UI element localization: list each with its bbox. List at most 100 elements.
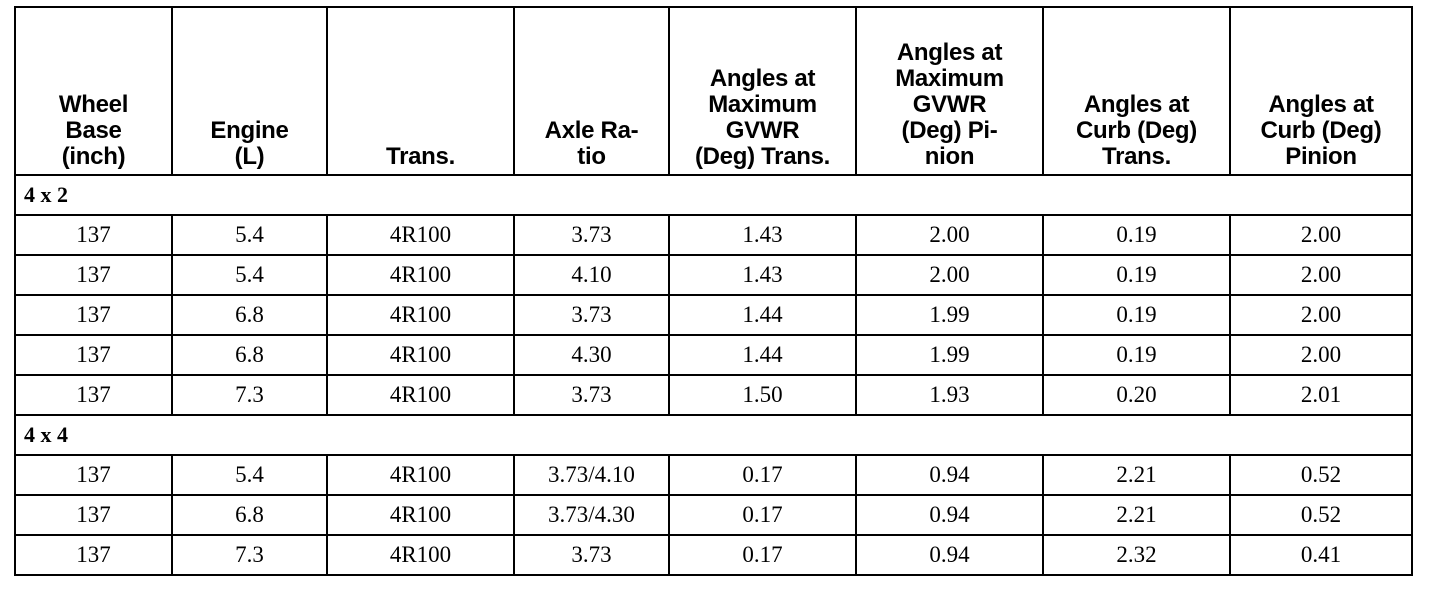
- curb-trans-angle-cell: 0.19: [1042, 334, 1231, 376]
- header-line: Curb (Deg): [1076, 117, 1197, 144]
- table-body: 4 x 2 137 5.4 4R100 3.73 1.43 2.00 0.19 2.00 137 5…: [14, 174, 1413, 576]
- table-row: 137 5.4 4R100 3.73 1.43 2.00 0.19 2.00: [14, 214, 1413, 256]
- max-gvwr-trans-angle-cell: 0.17: [668, 494, 857, 536]
- engine-header: Engine (L): [171, 6, 328, 176]
- max-gvwr-trans-angle-cell: 0.17: [668, 454, 857, 496]
- wheel-base-cell: 137: [14, 254, 173, 296]
- table-row: 137 6.8 4R100 4.30 1.44 1.99 0.19 2.00: [14, 334, 1413, 376]
- curb-pinion-angle-cell: 2.00: [1229, 254, 1413, 296]
- trans-header: Trans.: [326, 6, 515, 176]
- trans-cell: 4R100: [326, 254, 515, 296]
- curb-trans-angle-cell: 0.19: [1042, 254, 1231, 296]
- group-row: 4 x 2: [14, 174, 1413, 216]
- axle-ratio-cell: 3.73: [513, 214, 670, 256]
- max-gvwr-trans-angle-cell: 1.44: [668, 334, 857, 376]
- header-line: Maximum: [708, 91, 817, 118]
- max-gvwr-pinion-angle-cell: 0.94: [855, 494, 1044, 536]
- axle-ratio-cell: 3.73: [513, 534, 670, 576]
- table-row: 137 5.4 4R100 4.10 1.43 2.00 0.19 2.00: [14, 254, 1413, 296]
- wheel-base-cell: 137: [14, 294, 173, 336]
- curb-trans-angle-cell: 2.21: [1042, 494, 1231, 536]
- header-line: Engine: [210, 117, 289, 144]
- header-line: Wheel: [58, 91, 129, 118]
- angles-curb-trans-header: Angles at Curb (Deg) Trans.: [1042, 6, 1231, 176]
- header-line: (L): [234, 143, 265, 170]
- header-line: Angles at: [1268, 91, 1374, 118]
- trans-cell: 4R100: [326, 494, 515, 536]
- engine-cell: 7.3: [171, 374, 328, 416]
- angles-max-gvwr-pinion-header: Angles at Maximum GVWR (Deg) Pi-nion: [855, 6, 1044, 176]
- header-line: Maximum: [895, 65, 1004, 92]
- max-gvwr-trans-angle-cell: 0.17: [668, 534, 857, 576]
- curb-trans-angle-cell: 2.21: [1042, 454, 1231, 496]
- axle-ratio-cell: 3.73/4.30: [513, 494, 670, 536]
- max-gvwr-pinion-angle-cell: 1.99: [855, 294, 1044, 336]
- curb-pinion-angle-cell: 2.00: [1229, 294, 1413, 336]
- engine-cell: 6.8: [171, 294, 328, 336]
- engine-cell: 5.4: [171, 254, 328, 296]
- table-row: 137 6.8 4R100 3.73 1.44 1.99 0.19 2.00: [14, 294, 1413, 336]
- curb-pinion-angle-cell: 0.52: [1229, 494, 1413, 536]
- axle-ratio-cell: 4.30: [513, 334, 670, 376]
- header-line: Pinion: [1285, 143, 1357, 170]
- curb-pinion-angle-cell: 2.00: [1229, 334, 1413, 376]
- curb-pinion-angle-cell: 2.01: [1229, 374, 1413, 416]
- wheel-base-cell: 137: [14, 494, 173, 536]
- curb-trans-angle-cell: 2.32: [1042, 534, 1231, 576]
- curb-trans-angle-cell: 0.20: [1042, 374, 1231, 416]
- trans-cell: 4R100: [326, 334, 515, 376]
- header-line: Angles at: [1083, 91, 1190, 118]
- max-gvwr-trans-angle-cell: 1.44: [668, 294, 857, 336]
- axle-ratio-cell: 3.73/4.10: [513, 454, 670, 496]
- wheel-base-cell: 137: [14, 334, 173, 376]
- header-line: Trans.: [386, 143, 455, 170]
- axle-ratio-cell: 4.10: [513, 254, 670, 296]
- table-row: 137 7.3 4R100 3.73 1.50 1.93 0.20 2.01: [14, 374, 1413, 416]
- max-gvwr-pinion-angle-cell: 1.93: [855, 374, 1044, 416]
- header-line: Trans.: [1102, 143, 1171, 170]
- max-gvwr-pinion-angle-cell: 2.00: [855, 254, 1044, 296]
- header-line: GVWR: [912, 91, 987, 118]
- axle-ratio-cell: 3.73: [513, 374, 670, 416]
- driveshaft-angle-table: Wheel Base (inch) Engine (L) Trans. Axle Ra-ti…: [14, 6, 1413, 576]
- header-line: Angles at: [896, 39, 1003, 66]
- trans-cell: 4R100: [326, 534, 515, 576]
- engine-cell: 7.3: [171, 534, 328, 576]
- axle-ratio-cell: 3.73: [513, 294, 670, 336]
- table-header: Wheel Base (inch) Engine (L) Trans. Axle Ra-ti…: [14, 6, 1413, 176]
- header-line: Axle Ra-: [544, 117, 639, 144]
- curb-pinion-angle-cell: 2.00: [1229, 214, 1413, 256]
- max-gvwr-trans-angle-cell: 1.43: [668, 214, 857, 256]
- table-row: 137 7.3 4R100 3.73 0.17 0.94 2.32 0.41: [14, 534, 1413, 576]
- angles-max-gvwr-trans-header: Angles at Maximum GVWR (Deg) Trans.: [668, 6, 857, 176]
- wheel-base-cell: 137: [14, 374, 173, 416]
- curb-trans-angle-cell: 0.19: [1042, 214, 1231, 256]
- max-gvwr-trans-angle-cell: 1.50: [668, 374, 857, 416]
- table-row: 137 5.4 4R100 3.73/4.10 0.17 0.94 2.21 0.52: [14, 454, 1413, 496]
- max-gvwr-trans-angle-cell: 1.43: [668, 254, 857, 296]
- header-line: nion: [924, 143, 975, 170]
- curb-pinion-angle-cell: 0.52: [1229, 454, 1413, 496]
- angles-curb-pinion-header: Angles at Curb (Deg) Pinion: [1229, 6, 1413, 176]
- max-gvwr-pinion-angle-cell: 2.00: [855, 214, 1044, 256]
- curb-pinion-angle-cell: 0.41: [1229, 534, 1413, 576]
- header-line: (Deg) Trans.: [694, 143, 831, 170]
- header-row: Wheel Base (inch) Engine (L) Trans. Axle Ra-ti…: [14, 6, 1413, 176]
- header-line: (inch): [61, 143, 126, 170]
- header-line: Curb (Deg): [1260, 117, 1382, 144]
- engine-cell: 6.8: [171, 494, 328, 536]
- wheel-base-cell: 137: [14, 454, 173, 496]
- wheel-base-cell: 137: [14, 534, 173, 576]
- table-row: 137 6.8 4R100 3.73/4.30 0.17 0.94 2.21 0.52: [14, 494, 1413, 536]
- engine-cell: 5.4: [171, 214, 328, 256]
- group-label: 4 x 4: [14, 414, 1413, 456]
- engine-cell: 5.4: [171, 454, 328, 496]
- header-line: Angles at: [709, 65, 816, 92]
- trans-cell: 4R100: [326, 374, 515, 416]
- trans-cell: 4R100: [326, 214, 515, 256]
- wheel-base-header: Wheel Base (inch): [14, 6, 173, 176]
- max-gvwr-pinion-angle-cell: 0.94: [855, 454, 1044, 496]
- header-line: Base: [65, 117, 122, 144]
- header-line: GVWR: [725, 117, 800, 144]
- group-label: 4 x 2: [14, 174, 1413, 216]
